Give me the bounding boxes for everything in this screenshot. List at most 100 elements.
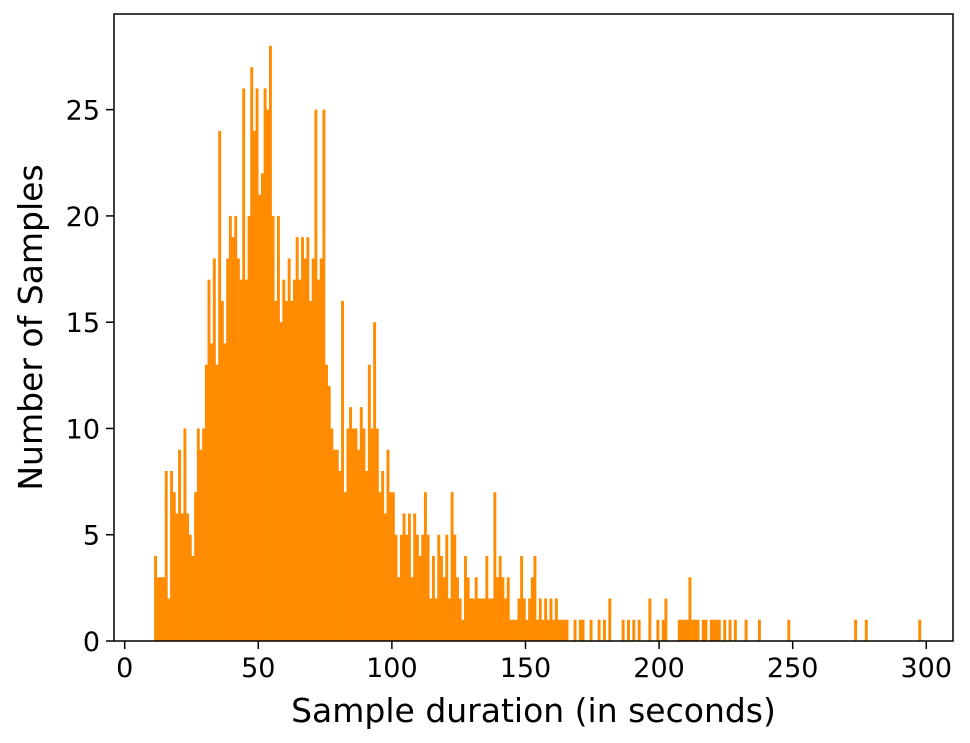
histogram-bar [685,619,689,641]
histogram-bar [263,88,267,641]
histogram-bar [466,577,470,641]
histogram-bar [354,428,358,641]
plot-frame [113,13,954,642]
histogram-bar [186,513,190,641]
histogram-bar [536,619,540,641]
x-tick-label: 0 [116,653,133,684]
histogram-bar [522,598,526,641]
histogram-bar [541,619,545,641]
histogram-bar [178,449,182,641]
histogram-bar [525,619,529,641]
histogram-bar [472,598,475,641]
histogram-bar [458,598,462,641]
histogram-bar [493,492,497,641]
histogram-bar [442,577,446,641]
histogram-bar [562,619,566,641]
histogram-bar [303,258,307,641]
histogram-bar [490,598,494,641]
histogram-bar [322,109,326,641]
histogram-bar [723,619,727,641]
histogram-bar [349,407,353,641]
histogram-bar [530,577,534,641]
histogram-bar [423,492,427,641]
histogram-bar [589,619,593,641]
histogram-bar [918,619,922,641]
histogram-bar [196,428,200,641]
histogram-bar [573,619,577,641]
histogram-bar [191,555,195,641]
histogram-bar [709,619,713,641]
histogram-bar [188,534,192,641]
histogram-bar [517,598,521,641]
histogram-bar [381,470,385,641]
histogram-bar [506,577,510,641]
histogram-bar [298,279,302,641]
histogram-bar [242,88,246,641]
histogram-bar [287,258,291,641]
histogram-bar [244,279,248,641]
histogram-bar [212,258,216,641]
histogram-bar [362,428,366,641]
histogram-bar [226,258,230,641]
histogram-bar [183,428,187,641]
x-tick-label: 300 [901,653,953,684]
histogram-bar [538,598,542,641]
histogram-bar [156,577,160,641]
histogram-bar [199,449,203,641]
histogram-bar [498,555,502,641]
histogram-bar [701,619,705,641]
histogram-bar [378,492,382,641]
histogram-bar [282,279,286,641]
histogram-bar [677,619,681,641]
histogram-bar [223,343,227,641]
histogram-bar [715,619,719,641]
histogram-bar [680,619,684,641]
histogram-bar [301,237,304,642]
histogram-bar [693,619,697,641]
histogram-bar [434,598,438,641]
histogram-bar [546,619,550,641]
histogram-bar [648,598,652,641]
histogram-bar [717,619,721,641]
histogram-bar [854,619,858,641]
histogram-bar [520,555,524,641]
histogram-bar [557,619,561,641]
histogram-bar [180,513,184,641]
histogram-bar [333,449,337,641]
histogram-bar [696,619,700,641]
y-tick-label: 15 [66,308,100,339]
histogram-bar [704,619,708,641]
histogram-bar [627,619,630,641]
x-axis-ticks: 0 50 100 150 200 250 300 [116,641,952,684]
histogram-bar [448,598,451,641]
histogram-bar [252,130,256,641]
histogram-bar [239,279,243,641]
histogram-bar [757,619,761,641]
histogram-bar [688,577,692,641]
histogram-bar [266,109,270,641]
histogram-bar [578,619,582,641]
histogram-bar [175,513,179,641]
histogram-bar [215,364,219,641]
histogram-bar [258,194,262,641]
histogram-bar [656,619,660,641]
histogram-bar [554,598,558,641]
histogram-bar [664,598,668,641]
histogram-bar [581,619,585,641]
histogram-bar [346,428,350,641]
histogram-bar [228,215,232,642]
histogram-bar [327,385,331,641]
histogram-bar [370,428,374,641]
histogram-bar [399,534,403,641]
histogram-bar [608,598,612,641]
histogram-bar [431,555,435,641]
x-tick-label: 50 [241,653,275,684]
histogram-bar [314,109,318,641]
histogram-bar [279,322,283,641]
x-axis-label: Sample duration (in seconds) [291,691,776,730]
histogram-bar [311,258,315,641]
histogram-bar [386,449,390,641]
y-tick-label: 0 [83,627,100,658]
histogram-bar [482,598,486,641]
